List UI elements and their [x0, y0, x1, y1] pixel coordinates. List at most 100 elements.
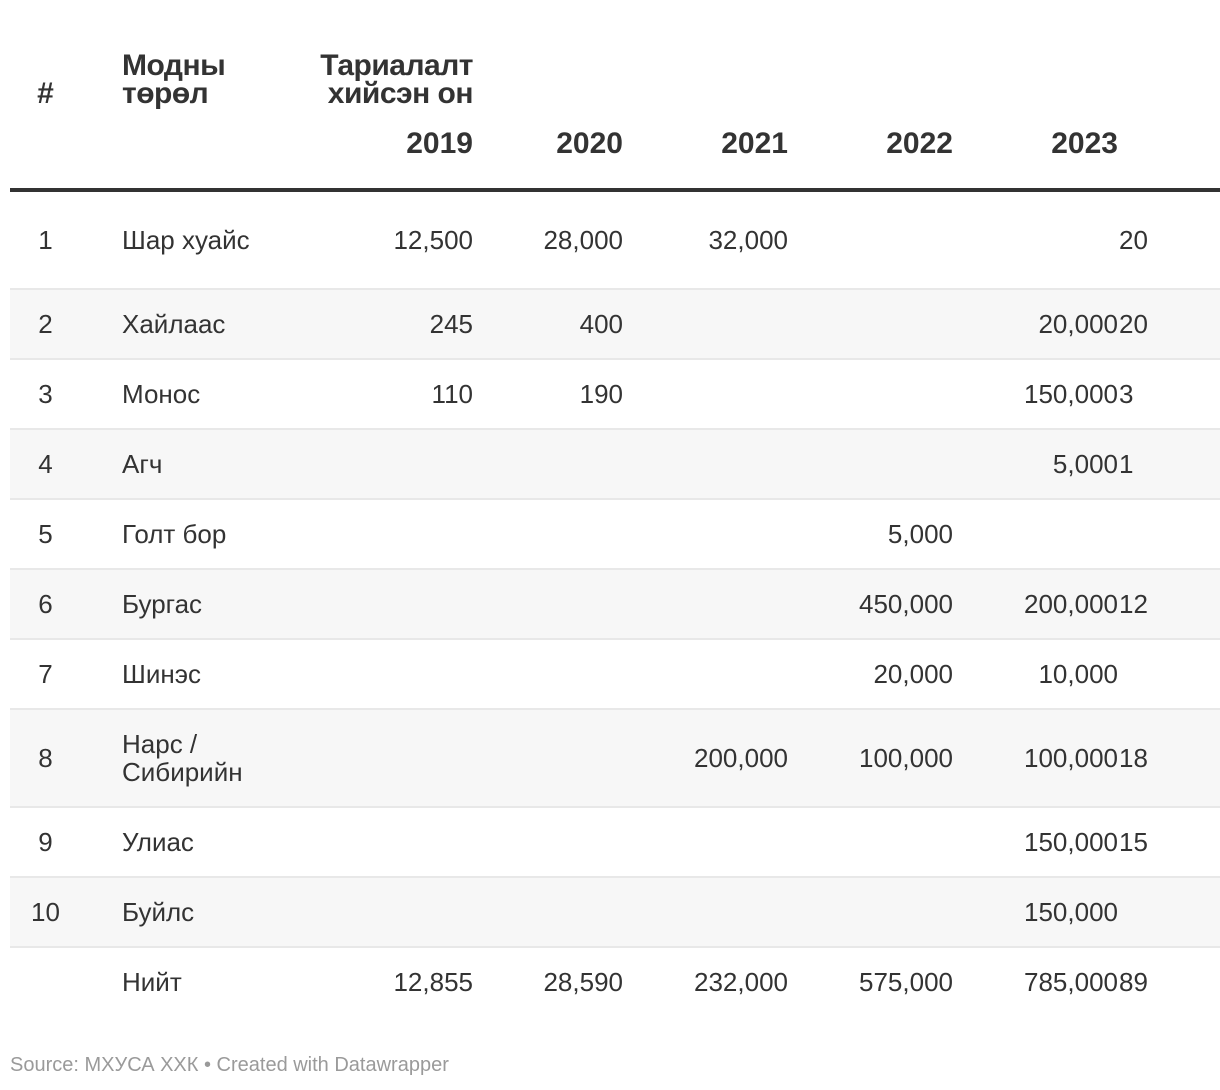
tree-type: Нарс / Сибирийн — [85, 709, 245, 807]
cell-2022: 450,000 — [859, 589, 953, 619]
cell-2019 — [245, 569, 473, 639]
tree-type-label: Монос — [122, 379, 201, 409]
cell-2021 — [623, 289, 788, 359]
year-header[interactable]: 2020 — [556, 127, 623, 160]
cell-2019 — [245, 499, 473, 569]
table-row: 10 Буйлс 150,000 — [10, 877, 1220, 947]
year-header[interactable]: 2019 — [406, 127, 473, 160]
cell-2023 — [953, 499, 1118, 569]
tree-type: Монос — [85, 359, 245, 429]
total-row: Нийт 12,855 28,590 232,000 575,000 785,000 89 — [10, 947, 1220, 1016]
row-number: 10 — [31, 897, 60, 927]
cell-2023: 200,000 — [1024, 589, 1118, 619]
cell-2019: 245 — [429, 309, 473, 339]
cell-2020 — [473, 639, 623, 709]
cell-next: 15 — [1119, 827, 1148, 857]
tree-type: Улиас — [85, 807, 245, 877]
row-number: 5 — [38, 519, 53, 549]
cell-2022: 20,000 — [873, 659, 953, 689]
header-num[interactable]: # — [37, 77, 54, 110]
table-row: 3 Монос 110 190 150,000 3 — [10, 359, 1220, 429]
header-name-label: Модны төрөл — [122, 49, 226, 110]
tree-type: Нийт — [85, 947, 245, 1016]
cell-2023: 100,000 — [1024, 743, 1118, 773]
cell-next — [1118, 639, 1220, 709]
cell-2019 — [245, 709, 473, 807]
cell-2019: 110 — [431, 379, 473, 409]
row-number: 9 — [38, 827, 53, 857]
cell-next — [1118, 877, 1220, 947]
cell-2020 — [473, 499, 623, 569]
tree-type: Хайлаас — [85, 289, 245, 359]
cell-2020: 190 — [579, 379, 623, 409]
tree-type-label: Нийт — [122, 967, 182, 997]
tree-type: Агч — [85, 429, 245, 499]
source-footer: Source: МХУСА ХХК • Created with Datawra… — [10, 1054, 449, 1076]
cell-2023: 5,000 — [1052, 449, 1118, 479]
cell-2021 — [623, 807, 788, 877]
tree-type-label: Бургас — [122, 589, 203, 619]
table-row: 8 Нарс / Сибирийн 200,000 100,000 100,000 18 — [10, 709, 1220, 807]
row-number — [10, 947, 85, 1016]
cell-2020 — [473, 807, 623, 877]
table-row: 6 Бургас 450,000 200,000 12 — [10, 569, 1220, 639]
row-number: 6 — [38, 589, 53, 619]
cell-2021 — [623, 359, 788, 429]
tree-type-label: Улиас — [122, 827, 194, 857]
cell-2019 — [245, 639, 473, 709]
tree-type-label: Буйлс — [122, 897, 195, 927]
year-header[interactable]: 2022 — [886, 127, 953, 160]
year-header[interactable]: 2021 — [721, 127, 788, 160]
row-number: 7 — [38, 659, 53, 689]
cell-2022 — [788, 429, 953, 499]
row-number: 1 — [38, 225, 53, 255]
cell-2020: 28,590 — [543, 967, 623, 997]
table-row: 2 Хайлаас 245 400 20,000 20 — [10, 289, 1220, 359]
cell-next: 20 — [1119, 225, 1148, 255]
header-name[interactable]: Модны төрөл — [85, 40, 245, 110]
year-header[interactable] — [1118, 108, 1220, 190]
cell-2019: 12,855 — [393, 967, 473, 997]
cell-2021: 200,000 — [694, 743, 788, 773]
table-row: 4 Агч 5,000 1 — [10, 429, 1220, 499]
tree-type-label: Агч — [122, 449, 163, 479]
cell-next: 3 — [1119, 379, 1134, 409]
tree-type-label: Нарс / Сибирийн — [122, 729, 243, 787]
cell-2020 — [473, 877, 623, 947]
cell-2019 — [245, 807, 473, 877]
cell-2022 — [788, 807, 953, 877]
tree-type: Шар хуайс — [85, 190, 250, 289]
table-row: 9 Улиас 150,000 15 — [10, 807, 1220, 877]
cell-next: 20 — [1119, 309, 1148, 339]
cell-2021 — [623, 429, 788, 499]
cell-2021: 232,000 — [694, 967, 788, 997]
cell-2023 — [953, 190, 1118, 289]
cell-2022 — [788, 190, 953, 289]
tree-type-label: Шинэс — [122, 659, 201, 689]
cell-next: 18 — [1119, 743, 1148, 773]
cell-2023: 20,000 — [1038, 309, 1118, 339]
cell-2020: 28,000 — [543, 225, 623, 255]
cell-2019 — [245, 429, 473, 499]
tree-type: Бургас — [85, 569, 245, 639]
header-group-label: Тариалалт хийсэн он — [320, 49, 473, 110]
table-body: 1 Шар хуайс 12,500 28,000 32,000 20 2 Хайлаас 24… — [10, 190, 1220, 1016]
row-number: 3 — [38, 379, 53, 409]
table-row: 1 Шар хуайс 12,500 28,000 32,000 20 — [10, 190, 1220, 289]
cell-2020 — [473, 709, 623, 807]
cell-2022: 575,000 — [859, 967, 953, 997]
cell-2020: 400 — [579, 309, 623, 339]
cell-2021: 32,000 — [708, 225, 788, 255]
tree-type-label: Шар хуайс — [122, 225, 250, 255]
cell-2021 — [623, 499, 788, 569]
cell-next — [1118, 499, 1220, 569]
cell-2023: 150,000 — [1024, 897, 1118, 927]
header-group: Тариалалт хийсэн он — [245, 40, 473, 110]
table-container: # Модны төрөл Тариалалт хийсэн он 2019 20… — [10, 0, 1220, 1090]
cell-2023: 150,000 — [1024, 379, 1118, 409]
table-row: 5 Голт бор 5,000 — [10, 499, 1220, 569]
year-header[interactable]: 2023 — [1051, 127, 1118, 160]
cell-2020 — [473, 569, 623, 639]
data-table: # Модны төрөл Тариалалт хийсэн он 2019 20… — [10, 40, 1220, 1016]
tree-type-label: Хайлаас — [122, 309, 226, 339]
